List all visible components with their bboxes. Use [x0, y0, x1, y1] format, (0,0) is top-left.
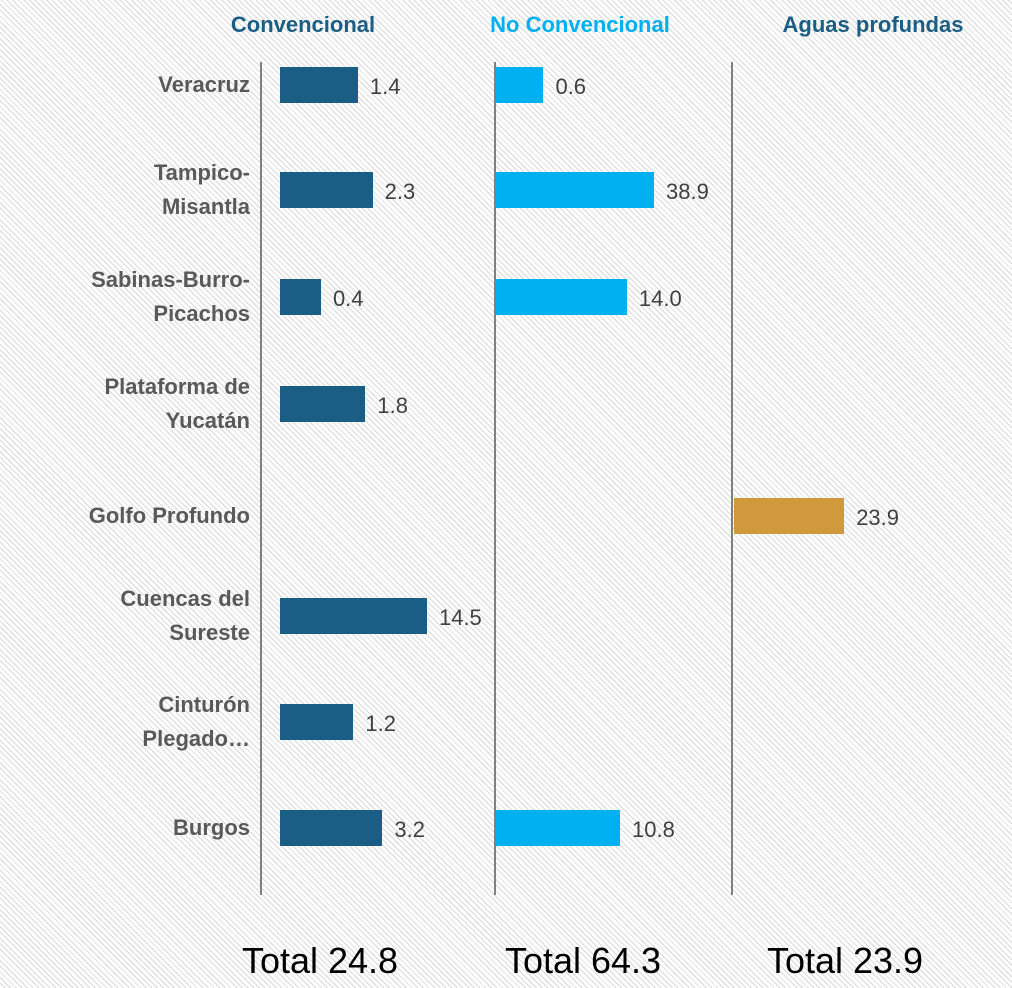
category-label: Veracruz [158, 72, 250, 97]
category-label: Sabinas-Burro- Picachos [91, 267, 250, 326]
total-label: Total 23.9 [766, 940, 924, 981]
value-label: 14.5 [438, 605, 482, 630]
bar [280, 172, 373, 208]
category-label: Cinturón Plegado… [142, 692, 250, 751]
axis-line [731, 62, 733, 895]
total-label: Total 24.8 [241, 940, 399, 981]
value-label: 0.4 [332, 286, 364, 311]
value-label: 3.2 [394, 817, 425, 842]
bar [496, 67, 544, 103]
bar [496, 279, 627, 315]
bar [280, 598, 427, 634]
value-label: 10.8 [632, 817, 675, 842]
value-label: 0.6 [555, 74, 587, 99]
category-label: Golfo Profundo [88, 503, 250, 528]
bar [280, 704, 354, 740]
total-label: Total 64.3 [504, 940, 662, 981]
category-label: Burgos [173, 815, 250, 840]
bar [280, 386, 366, 422]
series-header: Convencional [230, 12, 376, 37]
axis-line [260, 62, 262, 895]
category-label: Plataforma de Yucatán [104, 374, 251, 433]
category-label: Cuencas del Sureste [120, 586, 250, 645]
value-label: 2.3 [384, 179, 416, 204]
value-label: 14.0 [638, 286, 682, 311]
bar [496, 172, 654, 208]
bar [280, 67, 358, 103]
bar [496, 810, 621, 846]
bar [280, 279, 321, 315]
bar [734, 498, 845, 534]
series-header: No Convencional [490, 12, 670, 37]
series-header: Aguas profundas [782, 12, 964, 37]
value-label: 1.4 [369, 74, 401, 99]
axis-line [494, 62, 496, 895]
value-label: 23.9 [856, 505, 900, 530]
bar [280, 810, 383, 846]
value-label: 38.9 [665, 179, 709, 204]
value-label: 1.8 [377, 393, 408, 418]
category-label: Tampico- Misantla [153, 160, 250, 219]
value-label: 1.2 [365, 711, 396, 736]
